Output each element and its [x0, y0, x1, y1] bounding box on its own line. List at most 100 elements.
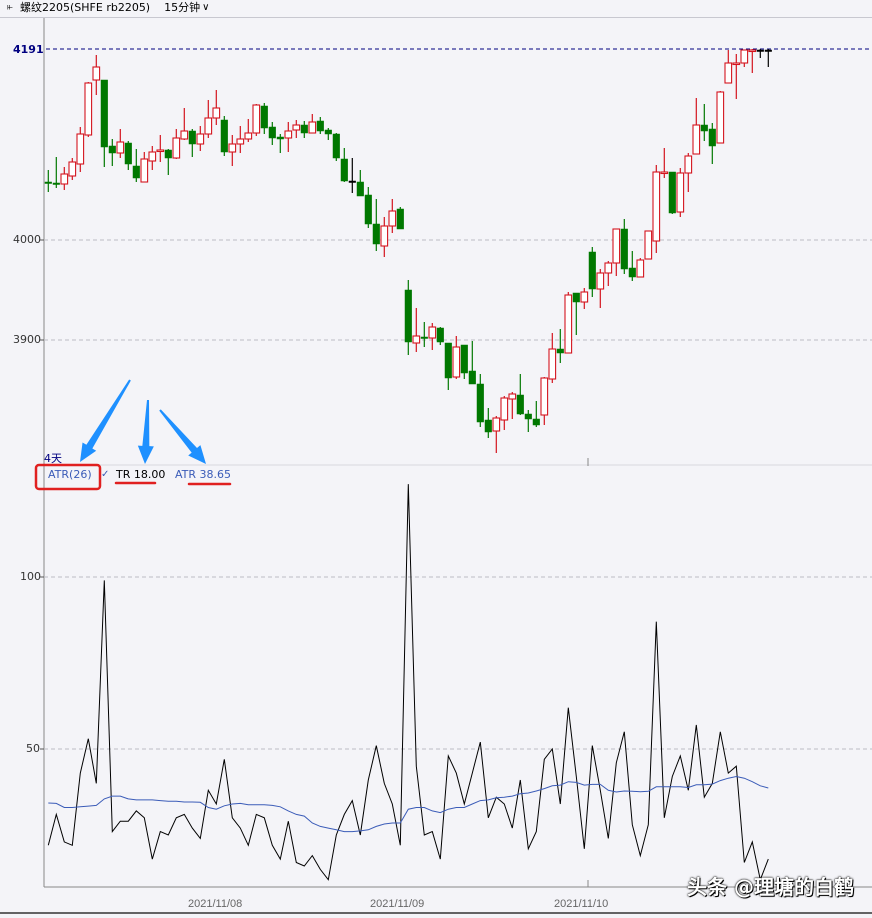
candle-body	[524, 413, 532, 420]
period-dropdown[interactable]: 15分钟 ∨	[164, 0, 209, 16]
candle-body	[628, 267, 636, 278]
candle-body	[732, 62, 741, 66]
candle	[52, 157, 60, 188]
candle	[276, 134, 284, 153]
candle-body	[748, 49, 757, 53]
candle	[180, 108, 189, 140]
candle-body	[124, 142, 132, 165]
candle	[292, 120, 301, 138]
candle-body	[476, 383, 484, 423]
indicator-lines-layer	[47, 484, 769, 882]
watermark: 头条 @理塘的白鹤	[687, 875, 854, 899]
candle	[404, 280, 412, 355]
candle-body	[212, 107, 221, 119]
candle-body	[548, 348, 557, 380]
candle	[260, 103, 268, 134]
candle-body	[324, 129, 332, 135]
candle	[116, 129, 125, 158]
candle	[492, 416, 501, 453]
chart-header: ⫦ 螺纹2205(SHFE rb2205) 15分钟 ∨	[0, 0, 872, 18]
candle	[412, 308, 421, 352]
candle-body	[44, 181, 52, 184]
candle	[684, 153, 693, 192]
candle-body	[692, 124, 701, 155]
candle	[484, 408, 492, 438]
candle	[556, 329, 564, 363]
candle-body	[132, 165, 140, 179]
candle-body	[756, 49, 764, 52]
candle-body	[268, 126, 276, 139]
candle-body	[92, 66, 101, 81]
candle-body	[604, 262, 613, 274]
candle-body	[596, 272, 605, 290]
candle	[500, 396, 509, 430]
candle-body	[460, 344, 468, 374]
candle-body	[100, 79, 108, 148]
candle-body	[484, 419, 492, 433]
candle-body	[572, 292, 580, 303]
candle	[124, 141, 132, 170]
candle-body	[740, 49, 749, 64]
candle	[364, 187, 372, 228]
arrow-icon	[137, 399, 154, 464]
candle	[700, 104, 708, 141]
candle	[532, 401, 540, 427]
candle-body	[700, 124, 708, 132]
candle-body	[420, 336, 428, 339]
candle	[628, 251, 636, 281]
candle	[396, 207, 404, 230]
candle-body	[396, 208, 404, 230]
candle-body	[60, 173, 69, 185]
candle	[644, 230, 653, 260]
candle	[668, 171, 676, 214]
candle-body	[372, 223, 380, 245]
candle	[196, 126, 205, 151]
candle	[468, 341, 476, 385]
highlight-box	[34, 463, 102, 491]
checkmark-icon[interactable]: ✓	[101, 469, 110, 480]
candle-body	[708, 128, 716, 147]
candle	[68, 158, 77, 180]
candle	[252, 104, 261, 136]
instrument-title: 螺纹2205(SHFE rb2205)	[20, 1, 151, 14]
candle	[452, 336, 461, 379]
candle-body	[340, 158, 348, 182]
candle-body	[468, 370, 476, 385]
candle	[100, 79, 108, 167]
candle-body	[332, 133, 340, 159]
candle	[348, 158, 356, 193]
candle	[428, 323, 437, 350]
candle-body	[380, 225, 389, 247]
candle	[476, 374, 484, 427]
candle	[76, 127, 85, 172]
candle-body	[532, 418, 540, 426]
candle-body	[620, 228, 628, 270]
indicator-name[interactable]: ATR(26)	[48, 468, 92, 481]
candle	[516, 374, 524, 415]
candle-body	[684, 155, 693, 174]
candle-body	[580, 291, 589, 303]
candle	[372, 199, 380, 251]
candle	[444, 342, 452, 390]
price-tick-3900: 3900	[13, 333, 41, 346]
candle-body	[292, 124, 301, 131]
last-price-label: 4191	[13, 43, 44, 56]
candle	[756, 49, 764, 58]
candle-body	[716, 91, 725, 144]
candle	[140, 152, 149, 183]
candle	[332, 133, 340, 161]
candle-body	[244, 132, 253, 140]
date-label-1110: 2021/11/10	[554, 898, 609, 910]
candle-body	[556, 348, 564, 354]
candle	[308, 114, 317, 134]
candle-body	[172, 137, 181, 159]
candles-layer	[44, 49, 772, 453]
candle	[212, 90, 221, 125]
candle	[692, 98, 701, 155]
link-icon[interactable]: ⫦	[7, 2, 13, 13]
candle	[716, 91, 725, 144]
candle	[540, 377, 549, 425]
candle-body	[516, 394, 524, 415]
candle	[60, 167, 69, 190]
